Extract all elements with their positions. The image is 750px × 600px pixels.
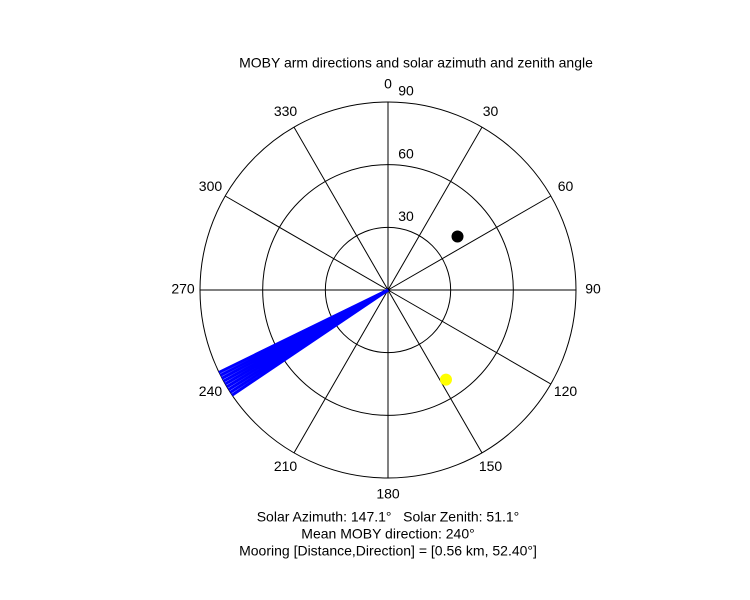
point-marker [439,373,452,386]
angular-grid-line [387,289,483,454]
point-marker [451,230,464,243]
angular-grid-line [387,126,483,291]
angular-tick-label: 180 [376,486,400,502]
angular-grid-line [224,195,389,291]
angular-tick-label: 60 [558,178,574,194]
angular-grid-line [293,126,389,291]
radial-tick-label: 30 [398,208,414,224]
angular-tick-label: 150 [479,458,503,474]
angular-grid-line [293,289,389,454]
angular-grid-line [387,289,552,385]
chart-title: MOBY arm directions and solar azimuth an… [239,55,593,71]
angular-tick-label: 90 [585,281,601,297]
angular-tick-label: 120 [554,383,578,399]
angular-tick-label: 0 [384,76,392,92]
angular-grid-line [387,195,552,291]
angular-tick-label: 30 [483,103,499,119]
radial-tick-label: 60 [398,145,414,161]
annotation: Mooring [Distance,Direction] = [0.56 km,… [239,543,537,559]
angular-tick-label: 330 [274,103,298,119]
annotation: Mean MOBY direction: 240° [301,526,474,542]
annotation: Solar Azimuth: 147.1° Solar Zenith: 51.1… [257,509,520,525]
angular-tick-label: 240 [199,383,223,399]
angular-tick-label: 210 [274,458,298,474]
arm-direction [218,288,389,374]
radial-tick-label: 90 [398,83,414,99]
angular-tick-label: 300 [199,178,223,194]
angular-tick-label: 270 [171,281,195,297]
